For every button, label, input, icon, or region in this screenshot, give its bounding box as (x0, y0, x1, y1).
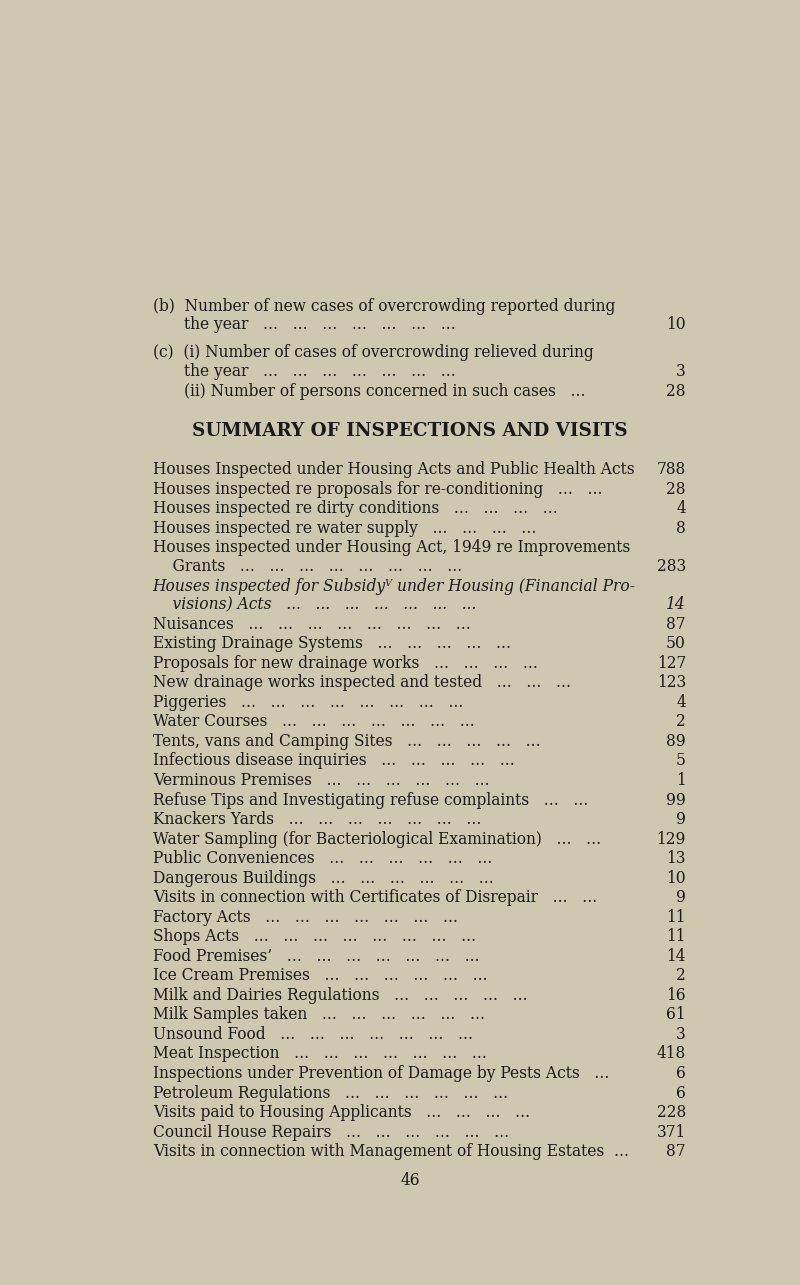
Text: Dangerous Buildings   ...   ...   ...   ...   ...   ...: Dangerous Buildings ... ... ... ... ... … (153, 870, 494, 887)
Text: 16: 16 (666, 987, 686, 1004)
Text: Knackers Yards   ...   ...   ...   ...   ...   ...   ...: Knackers Yards ... ... ... ... ... ... .… (153, 811, 481, 828)
Text: Tents, vans and Camping Sites   ...   ...   ...   ...   ...: Tents, vans and Camping Sites ... ... ..… (153, 732, 540, 750)
Text: Existing Drainage Systems   ...   ...   ...   ...   ...: Existing Drainage Systems ... ... ... ..… (153, 635, 510, 653)
Text: Houses inspected re proposals for re-conditioning   ...   ...: Houses inspected re proposals for re-con… (153, 481, 602, 497)
Text: Houses inspected re dirty conditions   ...   ...   ...   ...: Houses inspected re dirty conditions ...… (153, 500, 558, 518)
Text: 6: 6 (676, 1085, 686, 1101)
Text: Proposals for new drainage works   ...   ...   ...   ...: Proposals for new drainage works ... ...… (153, 655, 538, 672)
Text: 123: 123 (657, 675, 686, 691)
Text: 87: 87 (666, 616, 686, 632)
Text: Grants   ...   ...   ...   ...   ...   ...   ...   ...: Grants ... ... ... ... ... ... ... ... (153, 558, 462, 576)
Text: 4: 4 (676, 694, 686, 711)
Text: 8: 8 (676, 520, 686, 537)
Text: Visits paid to Housing Applicants   ...   ...   ...   ...: Visits paid to Housing Applicants ... ..… (153, 1104, 530, 1121)
Text: 61: 61 (666, 1006, 686, 1023)
Text: 14: 14 (666, 948, 686, 965)
Text: Water Sampling (for Bacteriological Examination)   ...   ...: Water Sampling (for Bacteriological Exam… (153, 830, 601, 848)
Text: 28: 28 (666, 383, 686, 400)
Text: 11: 11 (666, 908, 686, 925)
Text: 4: 4 (676, 500, 686, 518)
Text: visions) Acts   ...   ...   ...   ...   ...   ...   ...: visions) Acts ... ... ... ... ... ... ..… (153, 596, 476, 613)
Text: 13: 13 (666, 851, 686, 867)
Text: Public Conveniences   ...   ...   ...   ...   ...   ...: Public Conveniences ... ... ... ... ... … (153, 851, 492, 867)
Text: 9: 9 (676, 811, 686, 828)
Text: 3: 3 (676, 1025, 686, 1043)
Text: Council House Repairs   ...   ...   ...   ...   ...   ...: Council House Repairs ... ... ... ... ..… (153, 1123, 509, 1141)
Text: (c)  (i) Number of cases of overcrowding relieved during: (c) (i) Number of cases of overcrowding … (153, 344, 594, 361)
Text: Nuisances   ...   ...   ...   ...   ...   ...   ...   ...: Nuisances ... ... ... ... ... ... ... ..… (153, 616, 470, 632)
Text: 28: 28 (666, 481, 686, 497)
Text: SUMMARY OF INSPECTIONS AND VISITS: SUMMARY OF INSPECTIONS AND VISITS (192, 423, 628, 441)
Text: (ii) Number of persons concerned in such cases   ...: (ii) Number of persons concerned in such… (184, 383, 586, 400)
Text: Visits in connection with Certificates of Disrepair   ...   ...: Visits in connection with Certificates o… (153, 889, 597, 906)
Text: Petroleum Regulations   ...   ...   ...   ...   ...   ...: Petroleum Regulations ... ... ... ... ..… (153, 1085, 508, 1101)
Text: the year   ...   ...   ...   ...   ...   ...   ...: the year ... ... ... ... ... ... ... (184, 362, 455, 380)
Text: (b)  Number of new cases of overcrowding reported during: (b) Number of new cases of overcrowding … (153, 298, 615, 315)
Text: 283: 283 (657, 558, 686, 576)
Text: 788: 788 (657, 461, 686, 478)
Text: 2: 2 (676, 968, 686, 984)
Text: Meat Inspection   ...   ...   ...   ...   ...   ...   ...: Meat Inspection ... ... ... ... ... ... … (153, 1046, 486, 1063)
Text: 10: 10 (666, 870, 686, 887)
Text: New drainage works inspected and tested   ...   ...   ...: New drainage works inspected and tested … (153, 675, 570, 691)
Text: 5: 5 (676, 753, 686, 770)
Text: Piggeries   ...   ...   ...   ...   ...   ...   ...   ...: Piggeries ... ... ... ... ... ... ... ..… (153, 694, 463, 711)
Text: 11: 11 (666, 928, 686, 946)
Text: Houses Inspected under Housing Acts and Public Health Acts: Houses Inspected under Housing Acts and … (153, 461, 634, 478)
Text: Inspections under Prevention of Damage by Pests Acts   ...: Inspections under Prevention of Damage b… (153, 1065, 609, 1082)
Text: Verminous Premises   ...   ...   ...   ...   ...   ...: Verminous Premises ... ... ... ... ... .… (153, 772, 490, 789)
Text: Refuse Tips and Investigating refuse complaints   ...   ...: Refuse Tips and Investigating refuse com… (153, 792, 588, 808)
Text: 10: 10 (666, 316, 686, 333)
Text: Houses inspected re water supply   ...   ...   ...   ...: Houses inspected re water supply ... ...… (153, 520, 536, 537)
Text: 14: 14 (666, 596, 686, 613)
Text: 2: 2 (676, 713, 686, 730)
Text: 46: 46 (400, 1172, 420, 1189)
Text: 99: 99 (666, 792, 686, 808)
Text: 3: 3 (676, 362, 686, 380)
Text: 6: 6 (676, 1065, 686, 1082)
Text: Water Courses   ...   ...   ...   ...   ...   ...   ...: Water Courses ... ... ... ... ... ... ..… (153, 713, 474, 730)
Text: 50: 50 (666, 635, 686, 653)
Text: Ice Cream Premises   ...   ...   ...   ...   ...   ...: Ice Cream Premises ... ... ... ... ... .… (153, 968, 487, 984)
Text: Milk and Dairies Regulations   ...   ...   ...   ...   ...: Milk and Dairies Regulations ... ... ...… (153, 987, 527, 1004)
Text: 228: 228 (657, 1104, 686, 1121)
Text: 89: 89 (666, 732, 686, 750)
Text: Unsound Food   ...   ...   ...   ...   ...   ...   ...: Unsound Food ... ... ... ... ... ... ... (153, 1025, 473, 1043)
Text: 127: 127 (657, 655, 686, 672)
Text: 371: 371 (657, 1123, 686, 1141)
Text: 129: 129 (657, 830, 686, 848)
Text: the year   ...   ...   ...   ...   ...   ...   ...: the year ... ... ... ... ... ... ... (184, 316, 455, 333)
Text: Factory Acts   ...   ...   ...   ...   ...   ...   ...: Factory Acts ... ... ... ... ... ... ... (153, 908, 458, 925)
Text: Shops Acts   ...   ...   ...   ...   ...   ...   ...   ...: Shops Acts ... ... ... ... ... ... ... .… (153, 928, 476, 946)
Text: 418: 418 (657, 1046, 686, 1063)
Text: Infectious disease inquiries   ...   ...   ...   ...   ...: Infectious disease inquiries ... ... ...… (153, 753, 514, 770)
Text: Houses inspected under Housing Act, 1949 re Improvements: Houses inspected under Housing Act, 1949… (153, 540, 630, 556)
Text: 9: 9 (676, 889, 686, 906)
Text: 1: 1 (676, 772, 686, 789)
Text: Food Premises’   ...   ...   ...   ...   ...   ...   ...: Food Premises’ ... ... ... ... ... ... .… (153, 948, 479, 965)
Text: Milk Samples taken   ...   ...   ...   ...   ...   ...: Milk Samples taken ... ... ... ... ... .… (153, 1006, 485, 1023)
Text: 87: 87 (666, 1144, 686, 1160)
Text: Visits in connection with Management of Housing Estates  ...: Visits in connection with Management of … (153, 1144, 629, 1160)
Text: Houses inspected for Subsidyⱽ under Housing (Financial Pro-: Houses inspected for Subsidyⱽ under Hous… (153, 578, 636, 595)
